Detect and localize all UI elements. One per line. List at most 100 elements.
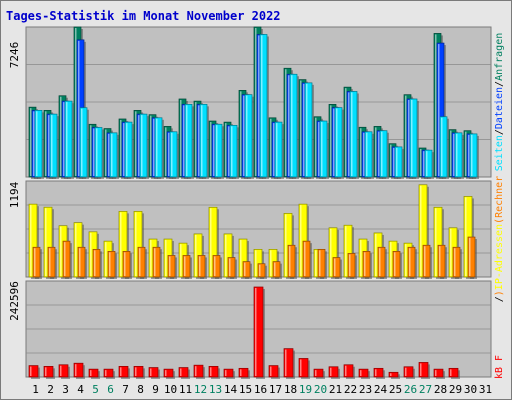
anfragen-bar-highlight: [45, 111, 47, 176]
seiten-bar: [454, 132, 463, 178]
seiten-bar: [94, 127, 103, 178]
dateien-bar-highlight: [423, 151, 425, 176]
x-tick-label: 30: [464, 383, 477, 396]
seiten-bar: [184, 104, 193, 178]
dateien-bar-highlight: [123, 123, 125, 176]
rechner-bar-highlight: [124, 252, 126, 276]
rechner-bar: [257, 263, 266, 278]
rechner-bar: [107, 251, 116, 278]
seiten-bar: [289, 73, 298, 178]
ip-adressen-bar-highlight: [465, 197, 467, 276]
legend-part: Seiten: [494, 135, 505, 171]
legend-part: Dateien: [494, 87, 505, 129]
legend-part: ): [494, 290, 505, 296]
rechner-bar: [32, 246, 41, 278]
anfragen-bar-highlight: [465, 131, 467, 176]
x-tick-label: 19: [299, 383, 312, 396]
rechner-bar-highlight: [304, 242, 306, 276]
anfragen-bar-highlight: [150, 115, 152, 176]
rechner-bar-highlight: [274, 262, 276, 276]
x-tick-label: 28: [434, 383, 447, 396]
seiten-bar-highlight: [321, 122, 323, 176]
seiten-bar: [259, 34, 268, 178]
rechner-bar-highlight: [349, 254, 351, 276]
rechner-bar-highlight: [289, 246, 291, 276]
seiten-bar: [64, 100, 73, 178]
kb-bar-highlight: [345, 365, 347, 376]
x-tick-label: 16: [254, 383, 267, 396]
ip-adressen-bar-highlight: [45, 208, 47, 276]
seiten-bar-highlight: [336, 108, 338, 176]
anfragen-bar-highlight: [345, 88, 347, 176]
panel-2-ymax-label: 1194: [8, 181, 21, 208]
seiten-bar: [394, 146, 403, 178]
x-tick-label: 15: [239, 383, 252, 396]
kb-bar-highlight: [270, 366, 272, 376]
anfragen-bar-highlight: [300, 80, 302, 176]
kb-bar-highlight: [195, 366, 197, 376]
x-tick-label: 8: [137, 383, 144, 396]
panel-2-legend: /)IP-Adressen(Rechner: [494, 176, 505, 302]
ip-adressen-bar-highlight: [30, 205, 32, 276]
kb-bar-highlight: [165, 370, 167, 376]
anfragen-bar-highlight: [450, 130, 452, 176]
seiten-bar: [304, 82, 313, 178]
seiten-bar-highlight: [111, 133, 113, 176]
ip-adressen-bar-highlight: [315, 250, 317, 276]
x-tick-label: 22: [344, 383, 357, 396]
kb-bar: [88, 368, 99, 378]
rechner-bar: [467, 236, 476, 278]
kb-bar: [373, 367, 384, 378]
kb-bar-highlight: [180, 368, 182, 376]
seiten-bar-highlight: [171, 132, 173, 176]
seiten-bar-highlight: [411, 99, 413, 176]
anfragen-bar-highlight: [90, 125, 92, 176]
kb-bar: [403, 366, 414, 378]
ip-adressen-bar-highlight: [435, 208, 437, 276]
seiten-bar-highlight: [96, 128, 98, 176]
kb-bar: [298, 358, 309, 378]
seiten-bar: [169, 131, 178, 178]
seiten-bar-highlight: [426, 151, 428, 176]
kb-bar: [178, 367, 189, 378]
rechner-bar-highlight: [244, 262, 246, 276]
x-tick-label: 14: [224, 383, 238, 396]
kb-bar-highlight: [375, 369, 377, 376]
rechner-bar-highlight: [409, 248, 411, 276]
kb-bar: [238, 367, 249, 378]
seiten-bar: [229, 125, 238, 178]
legend-part: /: [494, 81, 505, 87]
kb-bar-highlight: [90, 370, 92, 376]
kb-bar-highlight: [120, 367, 122, 376]
anfragen-bar-highlight: [120, 119, 122, 176]
ip-adressen-bar-highlight: [165, 240, 167, 276]
x-tick-label: 2: [47, 383, 54, 396]
anfragen-bar-highlight: [330, 105, 332, 176]
x-tick-label: 13: [209, 383, 222, 396]
kb-bar: [418, 362, 429, 378]
kb-bar: [343, 364, 354, 378]
seiten-bar: [79, 107, 88, 178]
rechner-bar-highlight: [394, 252, 396, 276]
legend-part: (: [494, 218, 505, 224]
kb-bar-highlight: [450, 369, 452, 376]
kb-bar-highlight: [105, 370, 107, 376]
anfragen-bar-highlight: [405, 95, 407, 176]
kb-bar: [208, 366, 219, 378]
anfragen-bar-highlight: [420, 148, 422, 176]
kb-bar-highlight: [240, 369, 242, 376]
panel-1-ymax-label: 7246: [8, 42, 21, 69]
dateien-bar-highlight: [243, 95, 245, 176]
kb-bar-highlight: [435, 370, 437, 376]
kb-bar: [58, 364, 69, 378]
seiten-bar-highlight: [156, 118, 158, 176]
ip-adressen-bar-highlight: [90, 232, 92, 276]
anfragen-bar-highlight: [375, 127, 377, 176]
ip-adressen-bar-highlight: [120, 212, 122, 276]
rechner-bar-highlight: [364, 252, 366, 276]
kb-bar-highlight: [60, 365, 62, 376]
dateien-bar-highlight: [48, 115, 50, 176]
rechner-bar-highlight: [94, 250, 96, 276]
anfragen-bar-highlight: [315, 117, 317, 176]
